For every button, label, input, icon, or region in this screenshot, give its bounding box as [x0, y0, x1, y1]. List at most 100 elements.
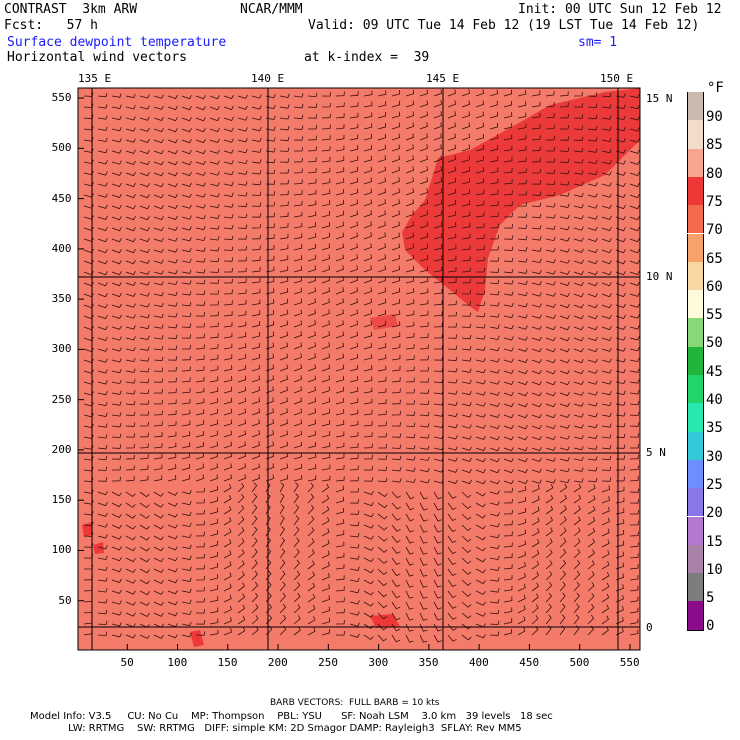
wind-barb — [517, 479, 528, 484]
x-tick-label: 250 — [318, 656, 338, 669]
wind-barb — [97, 160, 108, 165]
wind-barb — [349, 254, 358, 262]
wind-barb — [447, 457, 458, 462]
wind-barb — [167, 634, 178, 639]
wind-barb — [517, 436, 528, 441]
wind-barb — [517, 347, 528, 352]
wind-barb — [307, 604, 316, 614]
wind-barb — [531, 168, 541, 174]
wind-barb — [433, 244, 443, 251]
wind-barb — [573, 91, 583, 97]
lon-label-135: 135 E — [78, 72, 112, 85]
wind-barb — [531, 571, 540, 581]
wind-barb — [433, 579, 442, 588]
wind-barb — [419, 445, 430, 450]
wind-barb — [349, 232, 358, 240]
wind-barb — [489, 279, 500, 285]
wind-barb — [335, 608, 345, 614]
wind-barb — [419, 389, 430, 394]
wind-barb — [307, 114, 318, 119]
wind-barb — [503, 531, 513, 537]
wind-barb — [559, 337, 570, 342]
wind-barb — [447, 356, 458, 362]
wind-barb — [111, 358, 122, 363]
wind-barb — [321, 606, 331, 614]
wind-barb — [363, 421, 373, 427]
wind-barb — [531, 202, 542, 208]
wind-barb — [237, 235, 248, 240]
wind-barb — [97, 238, 108, 243]
wind-barb — [391, 579, 401, 588]
wind-barb — [573, 192, 584, 198]
wind-barb — [321, 146, 331, 152]
wind-barb — [139, 491, 150, 498]
wind-barb — [307, 582, 316, 592]
wind-barb — [559, 281, 570, 286]
wind-barb — [223, 616, 232, 625]
wind-barb — [629, 564, 639, 570]
wind-barb — [559, 446, 570, 451]
wind-barb — [167, 291, 178, 296]
wind-barb — [181, 544, 192, 549]
wind-barb — [391, 568, 401, 577]
wind-barb — [545, 413, 556, 419]
wind-barb — [97, 555, 108, 561]
wind-barb — [377, 177, 387, 185]
wind-barb — [447, 233, 457, 240]
wind-barb — [97, 598, 108, 604]
wind-barb — [517, 551, 526, 559]
wind-barb — [546, 146, 556, 152]
wind-barb — [223, 397, 233, 405]
wind-barb — [559, 603, 566, 614]
wind-barb — [587, 445, 598, 450]
wind-barb — [153, 579, 164, 585]
wind-barb — [559, 248, 570, 253]
wind-barb — [545, 113, 555, 119]
wind-barb — [97, 137, 108, 143]
wind-barb — [111, 292, 122, 298]
wind-barb — [587, 114, 598, 120]
wind-barb — [139, 411, 150, 416]
wind-barb — [223, 628, 232, 636]
wind-barb — [377, 221, 386, 229]
wind-barb — [265, 180, 276, 185]
wind-barb — [601, 380, 612, 385]
wind-barb — [181, 237, 192, 242]
wind-barb — [125, 400, 136, 406]
wind-barb — [251, 397, 261, 405]
wind-barb — [139, 590, 150, 596]
wind-barb — [489, 631, 500, 636]
wind-barb — [335, 276, 344, 284]
wind-barb — [490, 246, 500, 251]
wind-barb — [181, 334, 192, 339]
wind-barb — [293, 179, 303, 185]
wind-barb — [335, 631, 346, 636]
wind-barb — [629, 346, 640, 352]
wind-barb — [111, 524, 122, 529]
legend-label: 0 — [706, 618, 715, 635]
wind-barb — [97, 249, 108, 254]
wind-barb — [475, 480, 486, 485]
wind-barb — [391, 343, 401, 350]
wind-barb — [125, 491, 136, 498]
wind-barb — [195, 542, 205, 548]
wind-barb — [559, 158, 570, 164]
wind-barb — [629, 411, 640, 417]
wind-barb — [153, 116, 164, 121]
wind-barb — [405, 166, 414, 174]
wind-barb — [97, 609, 108, 615]
wind-barb — [181, 409, 191, 416]
wind-barb — [601, 126, 612, 131]
wind-barb — [503, 212, 513, 218]
wind-barb — [111, 182, 122, 187]
wind-barb — [321, 210, 331, 218]
wind-barb — [377, 376, 387, 383]
wind-barb — [531, 213, 542, 219]
wind-barb — [167, 323, 178, 329]
wind-barb — [111, 193, 122, 198]
wind-barb — [419, 467, 430, 473]
wind-barb — [293, 125, 304, 130]
wind-barb — [560, 125, 570, 130]
wind-barb — [363, 265, 372, 273]
wind-barb — [419, 243, 429, 251]
